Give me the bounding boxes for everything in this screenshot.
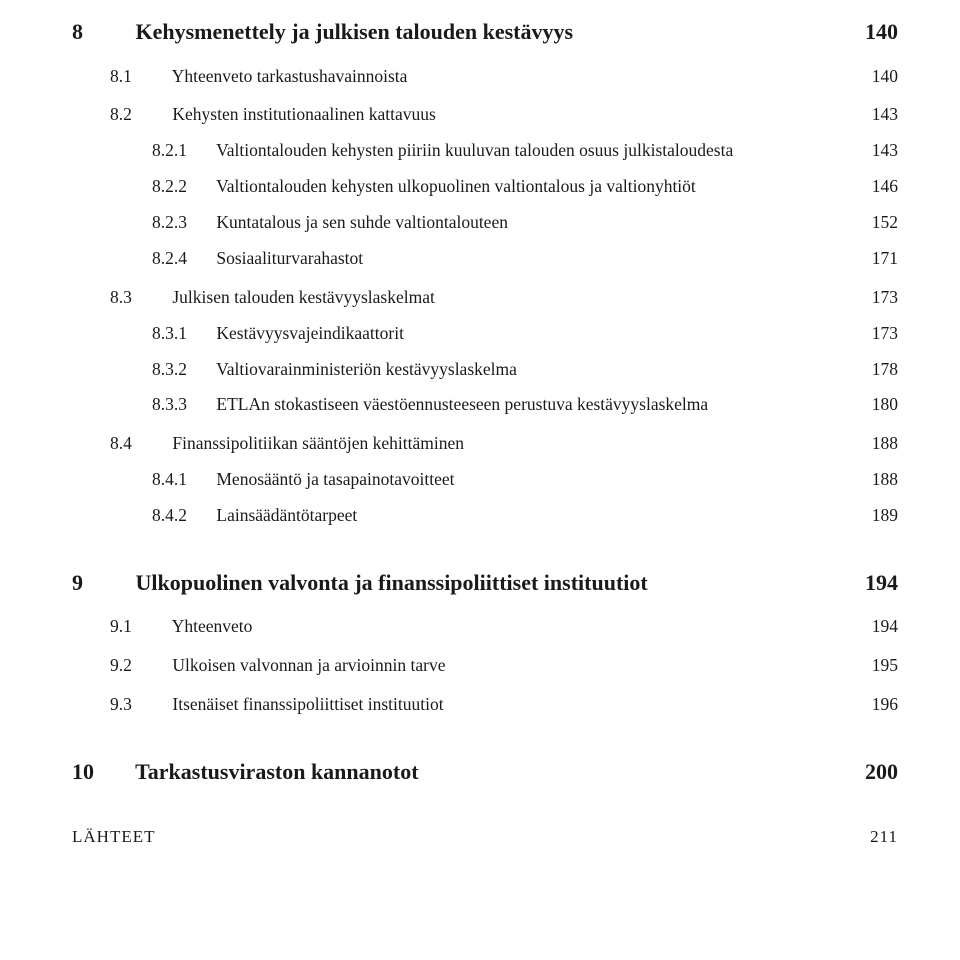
page-number: 196 xyxy=(852,694,898,716)
section-8-2: 8.2 Kehysten institutionaalinen kattavuu… xyxy=(72,104,898,126)
section-title: Itsenäiset finanssipoliittiset instituut… xyxy=(172,694,443,714)
section-number: 8.3 xyxy=(110,287,168,309)
page-number: 140 xyxy=(852,66,898,88)
page-number: 152 xyxy=(852,212,898,234)
page-number: 194 xyxy=(845,569,898,597)
references-title: LÄHTEET xyxy=(72,826,850,847)
chapter-title: Tarkastusviraston kannanotot xyxy=(135,759,418,784)
subsection-title: ETLAn stokastiseen väestöennusteeseen pe… xyxy=(216,394,708,414)
page-number: 194 xyxy=(852,616,898,638)
subsection-title: Kestävyysvajeindikaattorit xyxy=(216,323,404,343)
subsection-8-2-4: 8.2.4 Sosiaaliturvarahastot 171 xyxy=(72,248,898,270)
page-number: 180 xyxy=(852,394,898,416)
subsection-number: 8.4.2 xyxy=(152,505,212,527)
subsection-number: 8.2.2 xyxy=(152,176,212,198)
chapter-8: 8 Kehysmenettely ja julkisen talouden ke… xyxy=(72,18,898,46)
subsection-title: Lainsäädäntötarpeet xyxy=(216,505,357,525)
section-number: 9.1 xyxy=(110,616,168,638)
subsection-number: 8.3.1 xyxy=(152,323,212,345)
chapter-9: 9 Ulkopuolinen valvonta ja finanssipolii… xyxy=(72,569,898,597)
section-title: Yhteenveto tarkastushavainnoista xyxy=(172,66,408,86)
chapter-title: Kehysmenettely ja julkisen talouden kest… xyxy=(136,19,574,44)
subsection-number: 8.2.3 xyxy=(152,212,212,234)
subsection-8-3-2: 8.3.2 Valtiovarainministeriön kestävyysl… xyxy=(72,359,898,381)
section-9-1: 9.1 Yhteenveto 194 xyxy=(72,616,898,638)
page-number: 143 xyxy=(852,104,898,126)
section-title: Ulkoisen valvonnan ja arvioinnin tarve xyxy=(172,655,445,675)
chapter-number: 8 xyxy=(72,18,130,46)
section-number: 8.4 xyxy=(110,433,168,455)
chapter-number: 9 xyxy=(72,569,130,597)
page-number: 178 xyxy=(852,359,898,381)
subsection-8-2-3: 8.2.3 Kuntatalous ja sen suhde valtionta… xyxy=(72,212,898,234)
subsection-number: 8.3.3 xyxy=(152,394,212,416)
subsection-title: Valtiontalouden kehysten ulkopuolinen va… xyxy=(216,176,696,196)
subsection-8-4-2: 8.4.2 Lainsäädäntötarpeet 189 xyxy=(72,505,898,527)
page-number: 211 xyxy=(850,826,898,847)
subsection-number: 8.4.1 xyxy=(152,469,212,491)
section-number: 8.2 xyxy=(110,104,168,126)
subsection-8-3-3: 8.3.3 ETLAn stokastiseen väestöennustees… xyxy=(72,394,898,416)
page-number: 195 xyxy=(852,655,898,677)
page-number: 173 xyxy=(852,323,898,345)
section-title: Julkisen talouden kestävyyslaskelmat xyxy=(172,287,434,307)
subsection-title: Menosääntö ja tasapainotavoitteet xyxy=(216,469,454,489)
subsection-8-2-2: 8.2.2 Valtiontalouden kehysten ulkopuoli… xyxy=(72,176,898,198)
references: LÄHTEET 211 xyxy=(72,826,898,847)
subsection-number: 8.2.1 xyxy=(152,140,212,162)
page-number: 200 xyxy=(845,758,898,786)
subsection-8-4-1: 8.4.1 Menosääntö ja tasapainotavoitteet … xyxy=(72,469,898,491)
section-9-2: 9.2 Ulkoisen valvonnan ja arvioinnin tar… xyxy=(72,655,898,677)
section-8-4: 8.4 Finanssipolitiikan sääntöjen kehittä… xyxy=(72,433,898,455)
page-number: 188 xyxy=(852,433,898,455)
page-number: 189 xyxy=(852,505,898,527)
chapter-title: Ulkopuolinen valvonta ja finanssipoliitt… xyxy=(136,570,648,595)
page-number: 140 xyxy=(845,18,898,46)
subsection-8-2-1: 8.2.1 Valtiontalouden kehysten piiriin k… xyxy=(72,140,898,162)
page-number: 146 xyxy=(852,176,898,198)
subsection-title: Kuntatalous ja sen suhde valtiontaloutee… xyxy=(216,212,508,232)
section-title: Kehysten institutionaalinen kattavuus xyxy=(172,104,435,124)
page-number: 143 xyxy=(852,140,898,162)
subsection-8-3-1: 8.3.1 Kestävyysvajeindikaattorit 173 xyxy=(72,323,898,345)
section-number: 9.3 xyxy=(110,694,168,716)
subsection-number: 8.2.4 xyxy=(152,248,212,270)
subsection-title: Sosiaaliturvarahastot xyxy=(216,248,363,268)
section-9-3: 9.3 Itsenäiset finanssipoliittiset insti… xyxy=(72,694,898,716)
toc-page: 8 Kehysmenettely ja julkisen talouden ke… xyxy=(0,0,960,887)
subsection-number: 8.3.2 xyxy=(152,359,212,381)
section-8-1: 8.1 Yhteenveto tarkastushavainnoista 140 xyxy=(72,66,898,88)
page-number: 171 xyxy=(852,248,898,270)
section-8-3: 8.3 Julkisen talouden kestävyyslaskelmat… xyxy=(72,287,898,309)
chapter-number: 10 xyxy=(72,758,130,786)
page-number: 188 xyxy=(852,469,898,491)
section-title: Finanssipolitiikan sääntöjen kehittämine… xyxy=(172,433,464,453)
page-number: 173 xyxy=(852,287,898,309)
subsection-title: Valtiontalouden kehysten piiriin kuuluva… xyxy=(216,140,733,160)
section-title: Yhteenveto xyxy=(172,616,253,636)
chapter-10: 10 Tarkastusviraston kannanotot 200 xyxy=(72,758,898,786)
section-number: 9.2 xyxy=(110,655,168,677)
subsection-title: Valtiovarainministeriön kestävyyslaskelm… xyxy=(216,359,517,379)
section-number: 8.1 xyxy=(110,66,168,88)
